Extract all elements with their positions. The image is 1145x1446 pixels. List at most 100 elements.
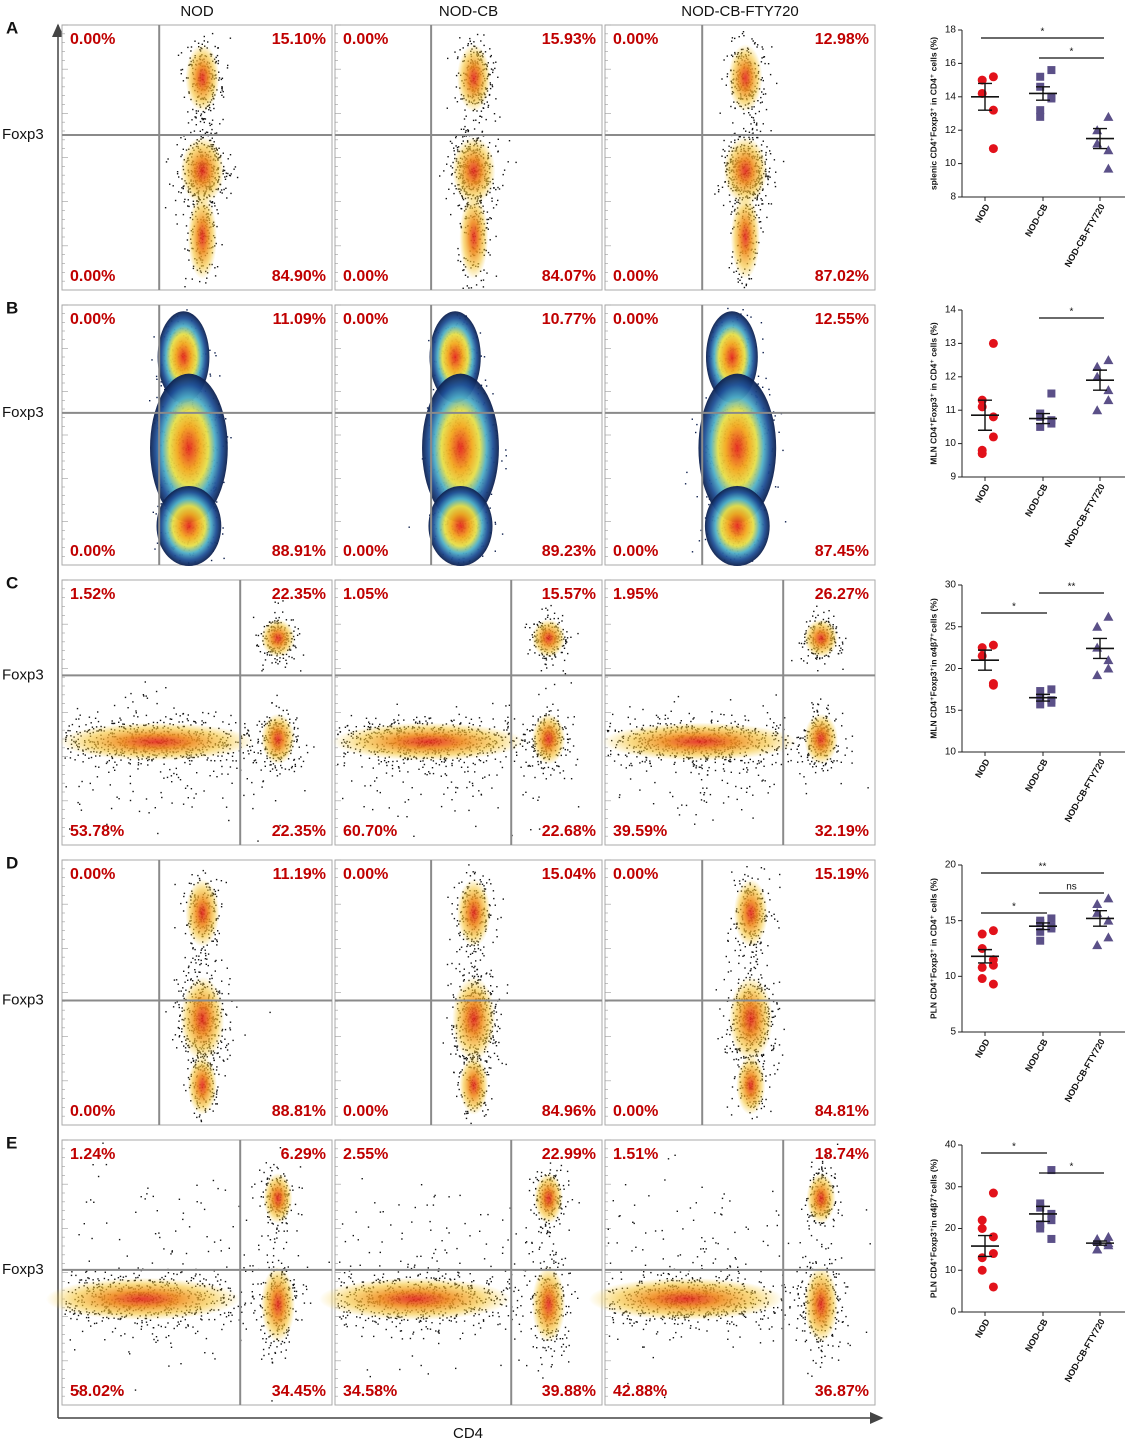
- event-dot: [491, 200, 493, 202]
- event-dot: [459, 260, 462, 263]
- event-dot: [490, 217, 492, 220]
- event-dot: [203, 35, 205, 38]
- event-dot: [734, 132, 736, 135]
- event-dot: [717, 185, 719, 187]
- event-dot: [209, 373, 211, 375]
- event-dot: [182, 80, 185, 82]
- event-dot: [219, 375, 221, 377]
- event-dot: [488, 142, 491, 144]
- event-dot: [502, 184, 504, 187]
- event-dot: [765, 154, 767, 156]
- event-dot: [492, 62, 495, 64]
- event-dot: [460, 128, 463, 130]
- event-dot: [225, 175, 228, 178]
- event-dot: [761, 46, 763, 48]
- event-dot: [229, 37, 232, 39]
- column-title: NOD-CB-FTY720: [681, 3, 799, 20]
- event-dot: [759, 221, 762, 223]
- event-dot: [455, 145, 457, 147]
- event-dot: [734, 107, 736, 110]
- event-dot: [765, 151, 767, 154]
- event-dot: [195, 110, 197, 112]
- event-dot: [761, 199, 763, 201]
- density: [723, 136, 768, 205]
- event-dot: [460, 208, 463, 210]
- event-dot: [748, 131, 751, 133]
- event-dot: [505, 468, 507, 470]
- event-dot: [459, 37, 461, 39]
- event-dot: [213, 202, 216, 204]
- event-dot: [482, 555, 484, 557]
- event-dot: [741, 32, 744, 35]
- event-dot: [214, 205, 216, 207]
- event-dot: [490, 68, 493, 70]
- event-dot: [211, 119, 214, 121]
- event-dot: [495, 204, 498, 206]
- event-dot: [770, 130, 772, 132]
- event-dot: [762, 386, 764, 388]
- event-dot: [453, 192, 455, 195]
- event-dot: [728, 145, 730, 147]
- event-dot: [222, 533, 224, 535]
- event-dot: [209, 375, 212, 377]
- event-dot: [464, 125, 466, 128]
- event-dot: [742, 309, 744, 311]
- event-dot: [225, 172, 227, 174]
- event-dot: [200, 114, 202, 117]
- event-dot: [757, 383, 759, 385]
- density: [428, 485, 493, 567]
- event-dot: [748, 112, 750, 114]
- event-dot: [762, 140, 764, 142]
- y-axis-label: Foxp3: [2, 126, 44, 143]
- event-dot: [487, 104, 490, 107]
- event-dot: [489, 217, 491, 219]
- event-dot: [230, 192, 232, 195]
- event-dot: [156, 396, 158, 399]
- quadrant-percent: 0.00%: [70, 268, 115, 285]
- event-dot: [428, 339, 430, 342]
- event-dot: [491, 197, 493, 199]
- event-dot: [486, 272, 488, 274]
- flow-plot: 0.00% 12.55%0.00% 87.45%: [604, 304, 876, 567]
- event-dot: [742, 31, 745, 33]
- event-dot: [180, 192, 182, 194]
- event-dot: [722, 148, 724, 151]
- event-dot: [762, 93, 765, 95]
- event-dot: [773, 159, 776, 161]
- event-dot: [184, 138, 186, 140]
- event-dot: [482, 286, 485, 288]
- event-dot: [769, 167, 771, 169]
- event-dot: [222, 90, 224, 93]
- event-dot: [195, 124, 197, 126]
- event-dot: [216, 54, 219, 57]
- event-dot: [180, 137, 182, 139]
- event-dot: [743, 286, 746, 289]
- density: [156, 485, 222, 567]
- event-dot: [484, 379, 487, 381]
- quadrant-percent: 89.23%: [542, 543, 596, 560]
- event-dot: [445, 197, 447, 200]
- event-dot: [475, 119, 477, 121]
- event-dot: [214, 352, 216, 354]
- event-dot: [470, 43, 473, 45]
- event-dot: [764, 93, 767, 95]
- flow-plot: 0.00% 15.10%0.00% 84.90%: [61, 24, 333, 291]
- event-dot: [492, 71, 494, 74]
- event-dot: [408, 526, 410, 528]
- event-dot: [751, 38, 753, 40]
- event-dot: [181, 154, 183, 156]
- event-dot: [760, 61, 763, 63]
- event-dot: [155, 375, 158, 378]
- event-dot: [226, 197, 228, 199]
- event-dot: [203, 111, 206, 114]
- event-dot: [155, 513, 157, 515]
- event-dot: [494, 521, 496, 524]
- event-dot: [737, 281, 739, 283]
- event-dot: [210, 132, 212, 134]
- event-dot: [778, 431, 780, 433]
- event-dot: [217, 60, 220, 62]
- event-dot: [684, 483, 687, 485]
- event-dot: [769, 150, 771, 152]
- density: [457, 44, 491, 112]
